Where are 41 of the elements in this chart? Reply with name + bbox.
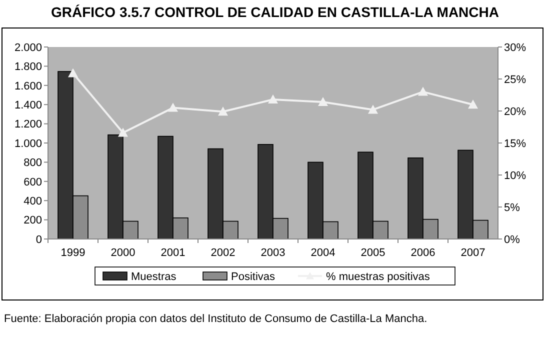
- y-tick-label: 1.400: [14, 99, 42, 112]
- y-tick-label: 1.800: [14, 61, 42, 74]
- x-tick-label: 1999: [60, 247, 86, 259]
- point: [118, 128, 128, 137]
- y2-tick-label: 20%: [504, 106, 526, 118]
- x-tick-label: 2005: [360, 247, 386, 259]
- x-tick-label: 2004: [310, 247, 336, 259]
- x-tick-label: 2002: [210, 247, 236, 259]
- y-tick-label: 400: [24, 195, 42, 208]
- y-tick-label: 600: [24, 176, 42, 188]
- point: [418, 86, 428, 96]
- y2-tick-label: 25%: [504, 74, 526, 86]
- point: [468, 100, 478, 109]
- x-tick-label: 2000: [110, 247, 136, 259]
- y-tick-label: 1.600: [14, 80, 42, 92]
- point: [218, 106, 228, 116]
- y2-tick-label: 5%: [504, 202, 520, 214]
- y-tick-label: 0: [36, 234, 42, 246]
- y-tick-label: 1.000: [14, 138, 42, 150]
- chart-title: GRÁFICO 3.5.7 CONTROL DE CALIDAD EN CASTILLA-LA MANCHA: [51, 4, 499, 20]
- x-tick-label: 2003: [260, 247, 286, 259]
- y2-tick-label: 30%: [504, 42, 526, 54]
- x-tick-label: 2001: [160, 247, 186, 259]
- point: [318, 97, 328, 106]
- y-tick-label: 800: [24, 157, 42, 170]
- legend-label: % muestras positivas: [326, 270, 430, 283]
- legend-label: Muestras: [131, 270, 177, 283]
- source-note: Fuente: Elaboración propia con datos del Instituto de Consumo de Castilla-La Mancha.: [4, 313, 428, 325]
- y2-tick-label: 10%: [504, 170, 526, 182]
- y2-tick-label: 15%: [504, 138, 526, 150]
- x-tick-label: 2006: [410, 247, 436, 259]
- point: [68, 68, 78, 78]
- point: [168, 102, 178, 112]
- x-tick-label: 2007: [460, 247, 486, 259]
- point: [368, 104, 378, 114]
- point: [268, 94, 278, 104]
- y2-tick-label: 0%: [504, 234, 520, 246]
- y-tick-label: 1.200: [14, 118, 42, 131]
- y-tick-label: 200: [24, 214, 42, 227]
- legend-label: Positivas: [231, 270, 276, 283]
- y-tick-label: 2.000: [14, 42, 42, 54]
